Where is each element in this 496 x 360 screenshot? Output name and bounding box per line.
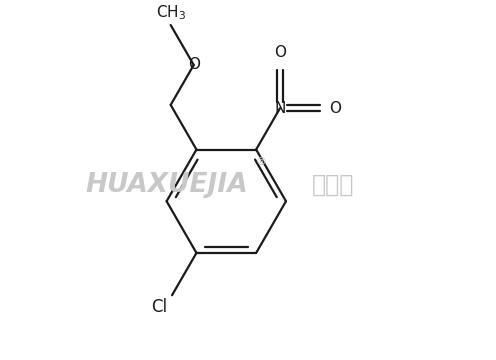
Text: CH$_3$: CH$_3$: [156, 4, 186, 22]
Text: O: O: [274, 45, 286, 60]
Text: O: O: [329, 101, 341, 116]
Text: ®: ®: [255, 157, 266, 167]
Text: HUAXUEJIA: HUAXUEJIA: [85, 172, 248, 198]
Text: Cl: Cl: [152, 298, 168, 316]
Text: O: O: [188, 58, 200, 72]
Text: 化学加: 化学加: [311, 173, 354, 197]
Text: N: N: [274, 101, 286, 116]
